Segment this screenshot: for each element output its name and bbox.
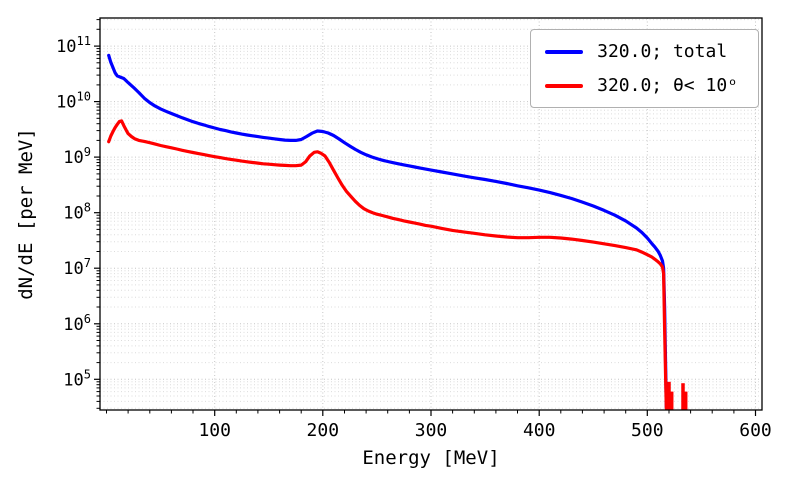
x-tick-label: 600	[739, 420, 772, 441]
legend-label-theta: 320.0; θ< 10ᵒ	[597, 75, 738, 96]
series-line-0	[107, 53, 668, 409]
y-tick-label: 1011	[56, 34, 91, 57]
legend: 320.0; total 320.0; θ< 10ᵒ	[530, 29, 759, 108]
legend-item-total: 320.0; total	[545, 41, 738, 62]
x-tick-label: 500	[631, 420, 664, 441]
plot-border	[99, 17, 763, 411]
x-tick-label: 300	[415, 420, 448, 441]
legend-line-total-icon	[545, 49, 584, 54]
y-tick-label: 105	[63, 367, 91, 390]
x-tick-label: 400	[523, 420, 556, 441]
legend-item-theta: 320.0; θ< 10ᵒ	[545, 75, 738, 96]
legend-label-total: 320.0; total	[597, 41, 728, 62]
x-tick-label: 100	[198, 420, 231, 441]
y-tick-label: 109	[63, 145, 91, 168]
series-line-1	[107, 119, 668, 410]
legend-line-theta-icon	[545, 83, 584, 88]
y-tick-label: 106	[63, 312, 91, 335]
y-tick-label: 107	[63, 256, 91, 279]
x-tick-label: 200	[307, 420, 340, 441]
x-axis-label: Energy [MeV]	[362, 447, 500, 469]
y-tick-label: 1010	[56, 90, 91, 113]
y-axis-label: dN/dE [per MeV]	[15, 128, 37, 300]
y-tick-label: 108	[63, 201, 91, 224]
